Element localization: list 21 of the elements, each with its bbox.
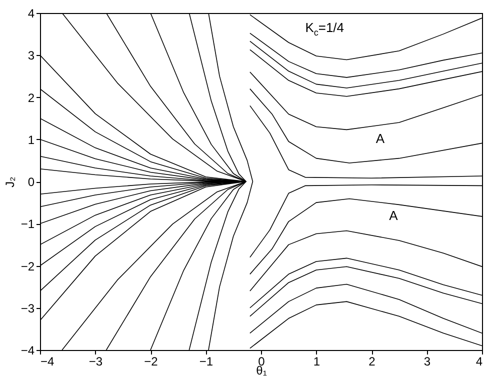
annotation: K$_{c}$=1/4 [305, 20, 344, 38]
x-tick-label: 4 [476, 354, 483, 368]
y-tick-label: −2 [20, 259, 35, 274]
y-tick-label: 0 [28, 175, 35, 189]
y-tick-label: −1 [20, 217, 35, 232]
y-tick-label: 2 [28, 90, 35, 105]
x-tick-label: 1 [313, 354, 320, 368]
x-tick-label: −2 [144, 354, 158, 368]
y-axis-title: J₂ [2, 176, 17, 188]
x-tick-label: −3 [88, 354, 103, 368]
x-tick-label: −1 [199, 354, 214, 368]
y-tick-label: −4 [20, 344, 35, 358]
annotation: A [389, 208, 398, 224]
annotation: A [376, 130, 385, 146]
y-tick-label: −3 [20, 301, 35, 316]
y-tick-label: 1 [28, 132, 35, 147]
y-tick-label: 3 [28, 48, 35, 63]
x-tick-label: 3 [424, 354, 431, 368]
y-tick-label: 4 [28, 6, 35, 20]
x-tick-label: −4 [40, 354, 55, 368]
x-tick-label: 2 [368, 354, 376, 368]
